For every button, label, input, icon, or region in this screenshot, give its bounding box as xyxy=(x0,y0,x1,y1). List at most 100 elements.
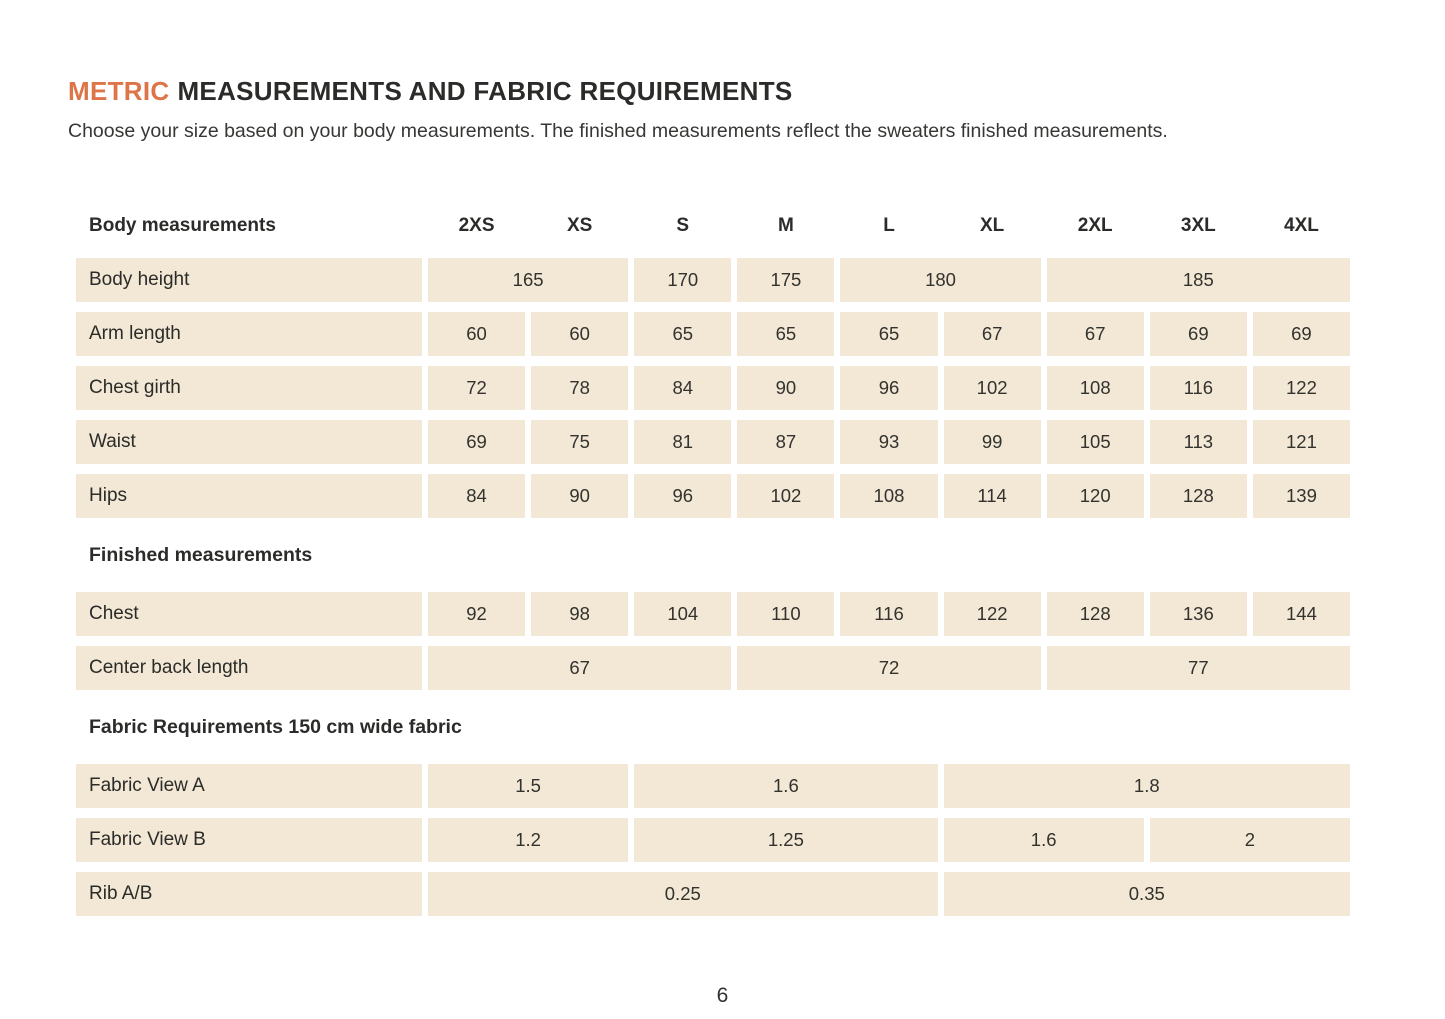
size-column-header-s: S xyxy=(676,215,690,236)
value-cell: 108 xyxy=(840,474,938,518)
value-cell: 0.25 xyxy=(428,872,938,916)
row-label: Body height xyxy=(76,258,422,302)
measurements-table: Body measurements 2XS XS S M L XL 2XL 3XL 4XL Body… xyxy=(76,208,1350,926)
value-cell: 128 xyxy=(1149,474,1247,518)
size-column-header-3xl: 3XL xyxy=(1180,215,1216,236)
value-cell: 116 xyxy=(1149,366,1247,410)
row-label: Chest xyxy=(76,592,422,636)
value-cell: 92 xyxy=(428,592,526,636)
value-cell: 78 xyxy=(531,366,629,410)
table-row: Waist 69 75 81 87 93 99 105 113 121 xyxy=(76,420,1350,464)
value-cell: 1.5 xyxy=(428,764,629,808)
value-cell: 90 xyxy=(737,366,835,410)
value-cell: 67 xyxy=(428,646,732,690)
table-row: Rib A/B 0.25 0.35 xyxy=(76,872,1350,916)
value-cell: 77 xyxy=(1046,646,1350,690)
value-cell: 84 xyxy=(428,474,526,518)
table-row: Chest 92 98 104 110 116 122 128 136 144 xyxy=(76,592,1350,636)
value-cell: 122 xyxy=(943,592,1041,636)
value-cell: 2 xyxy=(1149,818,1350,862)
value-cell: 1.2 xyxy=(428,818,629,862)
column-header-label: Body measurements xyxy=(89,215,276,236)
row-label: Fabric View A xyxy=(76,764,422,808)
value-cell: 67 xyxy=(943,312,1041,356)
value-cell: 96 xyxy=(840,366,938,410)
value-cell: 104 xyxy=(634,592,732,636)
value-cell: 110 xyxy=(737,592,835,636)
size-column-header-2xs: 2XS xyxy=(458,215,495,236)
value-cell: 67 xyxy=(1046,312,1144,356)
value-cell: 0.35 xyxy=(943,872,1350,916)
page-title: METRIC MEASUREMENTS AND FABRIC REQUIREMEN… xyxy=(68,76,1278,107)
value-cell: 69 xyxy=(428,420,526,464)
value-cell: 1.25 xyxy=(634,818,938,862)
value-cell: 105 xyxy=(1046,420,1144,464)
value-cell: 81 xyxy=(634,420,732,464)
size-column-header-2xl: 2XL xyxy=(1077,215,1113,236)
table-row: Fabric View B 1.2 1.25 1.6 2 xyxy=(76,818,1350,862)
size-column-header-m: M xyxy=(777,215,794,236)
value-cell: 128 xyxy=(1046,592,1144,636)
value-cell: 72 xyxy=(428,366,526,410)
value-cell: 60 xyxy=(428,312,526,356)
value-cell: 170 xyxy=(634,258,732,302)
value-cell: 144 xyxy=(1252,592,1350,636)
value-cell: 96 xyxy=(634,474,732,518)
intro-text: Choose your size based on your body meas… xyxy=(68,120,1168,142)
value-cell: 65 xyxy=(634,312,732,356)
value-cell: 121 xyxy=(1252,420,1350,464)
value-cell: 60 xyxy=(531,312,629,356)
page-number: 6 xyxy=(716,984,729,1007)
row-label: Hips xyxy=(76,474,422,518)
size-column-header-l: L xyxy=(883,215,895,236)
table-row: Body height 165 170 175 180 185 xyxy=(76,258,1350,302)
value-cell: 93 xyxy=(840,420,938,464)
section-heading-2: Fabric Requirements 150 cm wide fabric xyxy=(89,715,462,738)
value-cell: 69 xyxy=(1149,312,1247,356)
value-cell: 122 xyxy=(1252,366,1350,410)
table-header-row: Body measurements 2XS XS S M L XL 2XL 3XL 4XL xyxy=(76,208,1350,244)
value-cell: 108 xyxy=(1046,366,1144,410)
value-cell: 87 xyxy=(737,420,835,464)
value-cell: 116 xyxy=(840,592,938,636)
size-column-header-xl: XL xyxy=(979,215,1005,236)
table-row: Hips 84 90 96 102 108 114 120 128 139 xyxy=(76,474,1350,518)
value-cell: 102 xyxy=(943,366,1041,410)
table-row: Fabric View A 1.5 1.6 1.8 xyxy=(76,764,1350,808)
row-label: Chest girth xyxy=(76,366,422,410)
value-cell: 175 xyxy=(737,258,835,302)
row-label: Fabric View B xyxy=(76,818,422,862)
value-cell: 102 xyxy=(737,474,835,518)
value-cell: 185 xyxy=(1046,258,1350,302)
value-cell: 165 xyxy=(428,258,629,302)
value-cell: 65 xyxy=(840,312,938,356)
row-label: Center back length xyxy=(76,646,422,690)
value-cell: 180 xyxy=(840,258,1041,302)
page-title-accent: METRIC xyxy=(68,76,170,106)
value-cell: 84 xyxy=(634,366,732,410)
page-header: METRIC MEASUREMENTS AND FABRIC REQUIREMEN… xyxy=(68,76,1278,146)
value-cell: 113 xyxy=(1149,420,1247,464)
size-column-header-xs: XS xyxy=(566,215,593,236)
value-cell: 120 xyxy=(1046,474,1144,518)
value-cell: 114 xyxy=(943,474,1041,518)
row-label: Arm length xyxy=(76,312,422,356)
value-cell: 65 xyxy=(737,312,835,356)
section-heading-1: Finished measurements xyxy=(89,543,313,566)
table-row: Chest girth 72 78 84 90 96 102 108 116 122 xyxy=(76,366,1350,410)
value-cell: 69 xyxy=(1252,312,1350,356)
page-title-rest: MEASUREMENTS AND FABRIC REQUIREMENTS xyxy=(177,76,793,106)
row-label: Rib A/B xyxy=(76,872,422,916)
value-cell: 98 xyxy=(531,592,629,636)
size-column-header-4xl: 4XL xyxy=(1284,215,1319,236)
table-row: Center back length 67 72 77 xyxy=(76,646,1350,690)
value-cell: 1.8 xyxy=(943,764,1350,808)
value-cell: 90 xyxy=(531,474,629,518)
value-cell: 1.6 xyxy=(634,764,938,808)
value-cell: 1.6 xyxy=(943,818,1144,862)
value-cell: 99 xyxy=(943,420,1041,464)
row-label: Waist xyxy=(76,420,422,464)
table-row: Arm length 60 60 65 65 65 67 67 69 69 xyxy=(76,312,1350,356)
value-cell: 136 xyxy=(1149,592,1247,636)
